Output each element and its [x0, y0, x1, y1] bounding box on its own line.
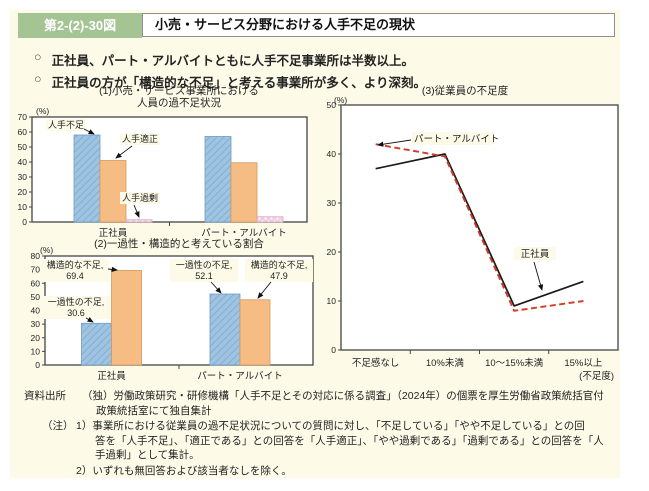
note2-line: 2）いずれも無回答および該当者なしを除く。 — [76, 464, 292, 477]
figure-number-badge: 第2-(2)-30図 — [18, 13, 142, 38]
source-notes: 資料出所 （独）労働政策研究・研修機構「人手不足とその対応に係る調査」（2024… — [24, 389, 618, 478]
svg-text:0: 0 — [331, 345, 336, 355]
svg-text:一過性の不足,: 一過性の不足, — [48, 296, 105, 307]
svg-text:人手過剰: 人手過剰 — [122, 192, 158, 203]
figure-panel: 第2-(2)-30図 小売・サービス分野における人手不足の現状 ○ 正社員、パー… — [10, 10, 620, 478]
note1-line-2: 答を「人手不足」、「適正である」との回答を「人手適正」、「やや過剰である」「過剰… — [95, 434, 604, 447]
svg-text:50: 50 — [18, 142, 28, 152]
svg-text:69.4: 69.4 — [66, 271, 84, 281]
svg-text:80: 80 — [31, 251, 41, 261]
svg-text:47.9: 47.9 — [270, 271, 288, 281]
svg-text:構造的な不足,: 構造的な不足, — [251, 259, 308, 270]
svg-text:(%): (%) — [334, 95, 347, 105]
svg-text:10: 10 — [327, 296, 337, 306]
svg-text:パート・アルバイト: パート・アルバイト — [197, 371, 282, 382]
svg-text:15%以上: 15%以上 — [564, 358, 603, 369]
source-label: 資料出所 — [24, 390, 66, 402]
note-text: 1）事業所における従業員の過不足状況についての質問に対し、「不足している」「やや… — [76, 419, 604, 478]
svg-text:40: 40 — [18, 157, 28, 167]
bullet-2-text: 正社員の方が「構造的な不足」と考える事業所が多く、より深刻。 — [51, 76, 426, 90]
svg-text:人手不足: 人手不足 — [48, 119, 84, 130]
svg-text:50: 50 — [31, 292, 41, 302]
svg-text:(不足度): (不足度) — [579, 370, 614, 382]
svg-text:40: 40 — [31, 306, 41, 316]
chart-temporary-structural-bar: (2)一過性・構造的と考えている割合 0 10 20 30 40 50 60 70 80 (%) 正… — [18, 238, 340, 392]
source-text: （独）労働政策研究・研修機構「人手不足とその対応に係る調査」（2024年）の個票… — [82, 389, 604, 418]
svg-text:不足感なし: 不足感なし — [352, 357, 400, 369]
svg-text:正社員: 正社員 — [99, 227, 128, 239]
svg-text:10: 10 — [18, 202, 28, 212]
svg-text:人手適正: 人手適正 — [122, 133, 158, 144]
svg-text:20: 20 — [18, 187, 28, 197]
svg-text:10: 10 — [31, 346, 41, 356]
svg-text:正社員: 正社員 — [97, 370, 126, 382]
svg-text:20: 20 — [327, 247, 337, 257]
svg-text:30: 30 — [18, 172, 28, 182]
chart-staff-shortage-bar: (1)小売・サービス事業所における 人員の過不足状況 0 10 20 30 40 50 60… — [18, 85, 340, 245]
chart3-title: (3)従業員の不足度 — [421, 85, 509, 97]
svg-text:30: 30 — [31, 319, 41, 329]
summary-bullets: ○ 正社員、パート・アルバイトともに人手不足事業所は半数以上。 ○ 正社員の方が… — [34, 50, 426, 94]
bullet-circle-icon: ○ — [34, 50, 42, 64]
chart1-title-line1: (1)小売・サービス事業所における — [99, 85, 259, 97]
chart1-title-line2: 人員の過不足状況 — [137, 97, 221, 109]
svg-text:(%): (%) — [36, 106, 49, 116]
svg-text:0: 0 — [35, 360, 40, 370]
chart2-title: (2)一過性・構造的と考えている割合 — [94, 238, 264, 250]
svg-text:30: 30 — [327, 198, 337, 208]
chart-shortage-degree-line: (3)従業員の不足度 0 10 20 30 40 50 (%) 不足感なし 10%未満 10～15… — [310, 85, 620, 390]
chart1-plot: 0 10 20 30 40 50 60 70 (%) 正社員 パート・アルバイト 人手不足人手適正人手… — [18, 106, 308, 239]
source-line-1: （独）労働政策研究・研修機構「人手不足とその対応に係る調査」（2024年）の個票… — [82, 390, 604, 402]
svg-text:20: 20 — [31, 333, 41, 343]
svg-text:70: 70 — [31, 265, 41, 275]
svg-text:10～15%未満: 10～15%未満 — [485, 357, 544, 369]
svg-text:70: 70 — [18, 112, 28, 122]
bullet-2: ○ 正社員の方が「構造的な不足」と考える事業所が多く、より深刻。 — [34, 72, 426, 91]
svg-text:正社員: 正社員 — [521, 248, 550, 260]
svg-text:一過性の不足,: 一過性の不足, — [176, 259, 233, 270]
svg-text:(%): (%) — [40, 245, 53, 255]
note-row: （注） 1）事業所における従業員の過不足状況についての質問に対し、「不足している… — [42, 419, 618, 478]
svg-text:40: 40 — [327, 149, 337, 159]
note1-line-3: 手過剰」として集計。 — [95, 449, 200, 461]
note-label: （注） — [42, 420, 74, 432]
svg-text:0: 0 — [22, 217, 27, 227]
chart3-plot: 0 10 20 30 40 50(%) 不足感なし 10%未満 10～15%未満 15%以上(不足… — [327, 95, 619, 382]
svg-text:30.6: 30.6 — [67, 308, 85, 318]
svg-text:50: 50 — [327, 100, 337, 110]
source-row: 資料出所 （独）労働政策研究・研修機構「人手不足とその対応に係る調査」（2024… — [24, 389, 618, 418]
figure-title: 小売・サービス分野における人手不足の現状 — [142, 13, 615, 37]
bullet-1: ○ 正社員、パート・アルバイトともに人手不足事業所は半数以上。 — [34, 50, 426, 69]
svg-text:パート・アルバイト: パート・アルバイト — [201, 228, 286, 239]
svg-text:構造的な不足,: 構造的な不足, — [47, 259, 104, 270]
bullet-circle-icon: ○ — [34, 72, 42, 86]
bullet-1-text: 正社員、パート・アルバイトともに人手不足事業所は半数以上。 — [51, 54, 414, 68]
source-line-2: 政策統括室にて独自集計 — [96, 404, 212, 417]
note1-line-1: 1）事業所における従業員の過不足状況についての質問に対し、「不足している」「やや… — [76, 420, 585, 432]
svg-text:52.1: 52.1 — [195, 271, 213, 281]
svg-text:10%未満: 10%未満 — [426, 357, 465, 369]
svg-text:60: 60 — [18, 127, 28, 137]
svg-text:60: 60 — [31, 278, 41, 288]
svg-text:パート・アルバイト: パート・アルバイト — [414, 134, 499, 145]
